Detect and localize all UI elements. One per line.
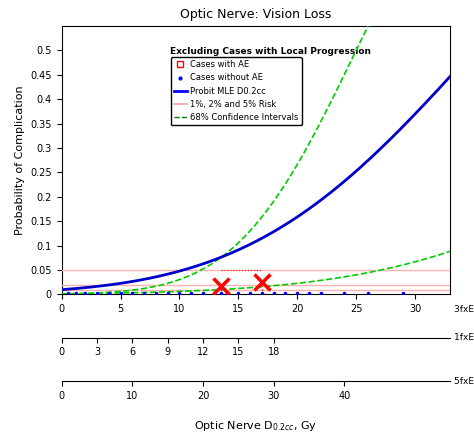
Text: 5fxED, Gy: 5fxED, Gy: [454, 377, 474, 385]
Text: 3fxED, Gy: 3fxED, Gy: [454, 305, 474, 314]
Text: Excluding Cases with Local Progression: Excluding Cases with Local Progression: [171, 48, 372, 56]
Text: Optic Nerve D$_{0.2cc}$, Gy: Optic Nerve D$_{0.2cc}$, Gy: [194, 419, 318, 433]
Legend: Cases with AE, Cases without AE, Probit MLE D0.2cc, 1%, 2% and 5% Risk, 68% Conf: Cases with AE, Cases without AE, Probit …: [171, 57, 301, 125]
Title: Optic Nerve: Vision Loss: Optic Nerve: Vision Loss: [180, 8, 332, 21]
Y-axis label: Probability of Complication: Probability of Complication: [15, 85, 25, 235]
Text: 1fxED, Gy: 1fxED, Gy: [454, 333, 474, 342]
